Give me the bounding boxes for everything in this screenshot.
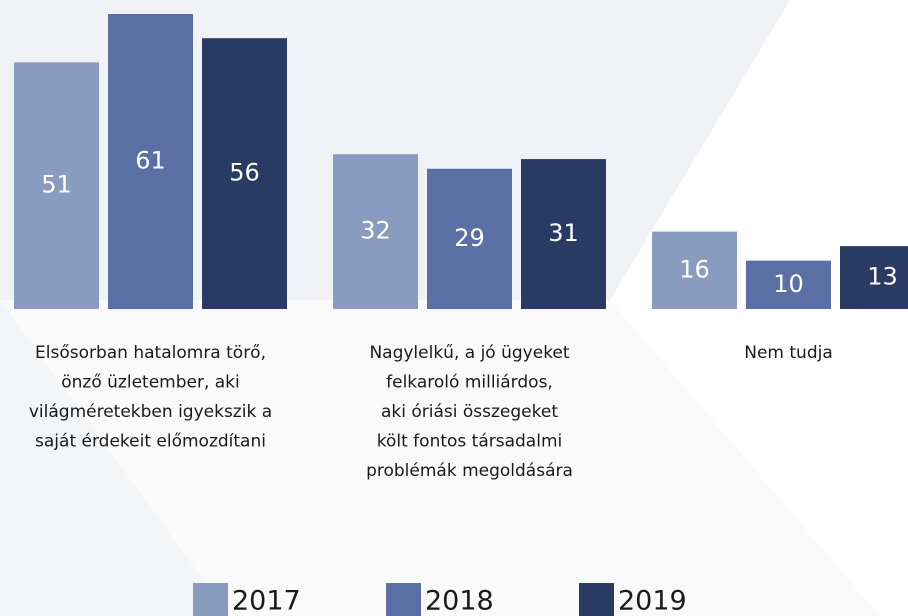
background-shape bbox=[0, 300, 880, 616]
legend-swatch bbox=[386, 583, 421, 616]
legend-swatch bbox=[193, 583, 228, 616]
legend-label: 2019 bbox=[618, 586, 687, 616]
value-label: 51 bbox=[41, 171, 72, 199]
bar bbox=[108, 14, 193, 309]
category-label: Elsősorban hatalomra törő, bbox=[35, 343, 266, 363]
legend-swatch bbox=[579, 583, 614, 616]
bar bbox=[746, 260, 831, 309]
category-label: költ fontos társadalmi bbox=[377, 432, 562, 452]
category-label: saját érdekeit előmozdítani bbox=[35, 432, 266, 452]
bar bbox=[427, 168, 512, 309]
legend-label: 2017 bbox=[232, 586, 301, 616]
category-label: aki óriási összegeket bbox=[381, 402, 558, 422]
category-label: problémák megoldására bbox=[366, 461, 573, 481]
value-label: 61 bbox=[135, 147, 166, 175]
bar bbox=[14, 62, 99, 309]
category-label: Nem tudja bbox=[744, 343, 833, 363]
category-label: felkaroló milliárdos, bbox=[386, 373, 553, 393]
value-label: 31 bbox=[548, 219, 579, 247]
value-label: 56 bbox=[229, 159, 260, 187]
value-label: 29 bbox=[454, 224, 485, 252]
category-label: világméretekben igyekszik a bbox=[29, 402, 272, 422]
bar bbox=[521, 159, 606, 309]
bar bbox=[840, 246, 908, 309]
category-label: önző üzletember, aki bbox=[61, 373, 240, 393]
category-label: Nagylelkű, a jó ügyeket bbox=[369, 343, 569, 363]
bar bbox=[333, 154, 418, 309]
value-label: 32 bbox=[360, 217, 391, 245]
bar bbox=[652, 231, 737, 309]
value-label: 13 bbox=[867, 263, 898, 291]
legend-label: 2018 bbox=[425, 586, 494, 616]
bar bbox=[202, 38, 287, 309]
value-label: 16 bbox=[679, 255, 710, 283]
value-label: 10 bbox=[773, 270, 804, 298]
